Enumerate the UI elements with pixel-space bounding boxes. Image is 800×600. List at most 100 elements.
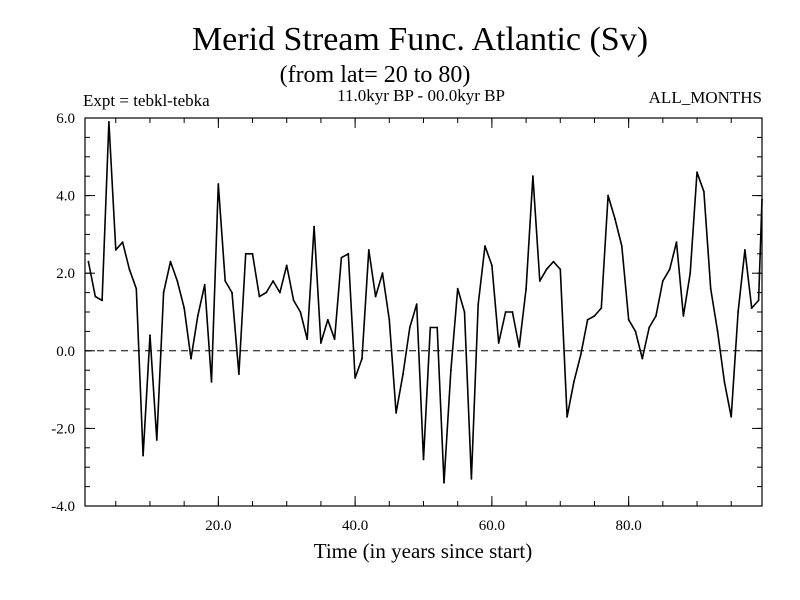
data-point [723,380,726,383]
data-point [429,326,432,329]
data-point [422,458,425,461]
data-point [689,272,692,275]
data-point [381,272,384,275]
y-tick-label: 4.0 [56,189,75,205]
data-point [614,218,616,220]
data-point [142,454,145,457]
data-point [744,249,746,251]
data-point [149,334,151,337]
data-series-line [87,121,763,484]
data-point [415,303,418,306]
data-point [224,280,227,282]
y-axis: -4.0 -2.0 0.0 2.0 4.0 6.0 [51,111,762,515]
data-point [504,311,507,313]
data-point [484,245,486,247]
data-point [579,353,582,356]
data-point [538,280,541,282]
data-point [238,373,240,375]
x-axis: 20.0 40.0 60.0 80.0 [205,118,642,534]
data-point [388,318,391,321]
data-points [87,121,763,484]
data-point [552,260,555,263]
x-tick-label: 80.0 [616,518,642,534]
data-point [730,415,733,418]
data-point [320,342,322,344]
y-tick-label: -2.0 [51,421,75,437]
data-point [709,287,712,290]
data-point [470,477,473,480]
x-axis-label: Time (in years since start) [314,539,533,563]
data-point [696,171,698,174]
data-point [436,326,439,329]
data-point [757,299,760,302]
data-point [655,315,657,317]
data-point [545,268,548,271]
data-point [169,260,172,263]
data-point [620,245,623,247]
data-point [279,291,281,294]
data-point [607,194,609,197]
chart-title: Merid Stream Func. Atlantic (Sv) [192,21,648,58]
data-point [333,338,336,341]
data-point [661,280,664,282]
data-point [265,291,268,294]
data-point [121,241,124,244]
data-point [566,415,568,418]
data-point [251,252,254,255]
x-tick-label: 20.0 [205,518,231,534]
x-tick-label: 60.0 [479,518,505,534]
data-point [443,481,445,484]
data-point [737,311,739,313]
x-tick-label: 40.0 [342,518,368,534]
data-point [559,268,562,271]
data-point [190,357,192,360]
data-point [573,380,575,383]
data-point [525,287,527,290]
data-point [641,357,644,360]
y-tick-label: 6.0 [56,111,75,127]
data-point [600,307,603,309]
data-point [292,299,295,302]
data-point [532,175,534,178]
data-point [217,183,220,185]
data-point [306,338,309,341]
data-point [668,268,671,271]
data-point [750,307,753,309]
period-label: 11.0kyr BP - 00.0kyr BP [337,86,505,105]
data-point [244,252,247,255]
data-point [135,287,138,290]
data-point [497,342,500,344]
months-label: ALL_MONTHS [649,88,762,107]
data-point [491,264,493,267]
data-point [354,377,356,379]
chart-subtitle: (from lat= 20 to 80) [280,62,471,88]
data-point [477,303,480,306]
data-point [196,315,199,317]
data-point [408,326,411,329]
data-point [108,121,110,123]
data-point [675,241,678,244]
data-point [162,291,165,294]
data-point [340,256,343,259]
data-point [716,330,719,333]
data-point [593,315,596,317]
data-point [231,291,233,294]
data-point [456,287,459,290]
data-point [128,268,131,271]
data-point [285,264,288,267]
y-tick-label: 0.0 [56,344,75,360]
experiment-label: Expt = tebkl-tebka [83,91,210,110]
data-point [176,280,179,282]
data-point [518,346,521,348]
data-point [682,315,685,317]
data-point [313,225,315,228]
data-point [648,326,651,329]
data-point [367,249,370,251]
data-point [114,249,117,251]
data-point [94,295,97,298]
data-point [347,252,350,255]
data-point [203,283,206,286]
data-point [183,307,186,309]
y-tick-label: 2.0 [56,266,75,282]
data-point [450,369,452,372]
